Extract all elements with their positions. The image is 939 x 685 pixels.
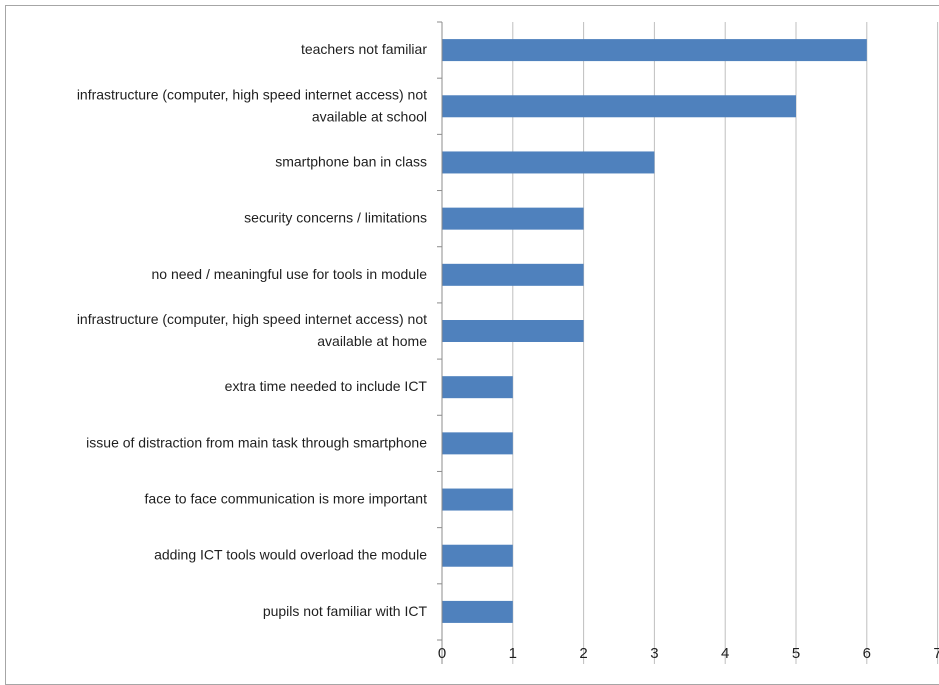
x-tick-label-6: 6: [863, 645, 871, 662]
category-label-0: teachers not familiar: [301, 41, 427, 57]
category-label-8: face to face communication is more impor…: [145, 490, 428, 506]
bar-2: [442, 151, 655, 174]
bar-9: [442, 544, 513, 567]
category-label-6: extra time needed to include ICT: [225, 378, 428, 394]
bar-3: [442, 207, 584, 230]
bar-6: [442, 376, 513, 399]
category-label-1: infrastructure (computer, high speed int…: [77, 86, 427, 124]
category-label-4: no need / meaningful use for tools in mo…: [151, 266, 427, 282]
category-label-9: adding ICT tools would overload the modu…: [154, 546, 427, 562]
bar-7: [442, 432, 513, 455]
x-tick-label-7: 7: [933, 645, 939, 662]
category-label-5: infrastructure (computer, high speed int…: [77, 311, 427, 349]
bar-1: [442, 95, 796, 118]
category-label-10: pupils not familiar with ICT: [263, 603, 428, 619]
bar-chart: teachers not familiar infrastructure (com…: [77, 21, 939, 664]
category-label-3: security concerns / limitations: [244, 209, 427, 225]
bar-0: [442, 39, 867, 62]
x-tick-label-3: 3: [650, 645, 658, 662]
x-tick-label-4: 4: [721, 645, 729, 662]
bar-5: [442, 320, 584, 342]
bar-8: [442, 488, 513, 511]
x-tick-label-5: 5: [792, 645, 800, 662]
bar-4: [442, 263, 584, 286]
bar-10: [442, 600, 513, 623]
x-tick-label-0: 0: [438, 645, 446, 662]
category-label-2: smartphone ban in class: [275, 153, 427, 169]
x-tick-label-2: 2: [579, 645, 587, 662]
x-tick-label-1: 1: [509, 645, 517, 662]
chart-area: [5, 5, 939, 685]
category-label-7: issue of distraction from main task thro…: [86, 434, 427, 450]
